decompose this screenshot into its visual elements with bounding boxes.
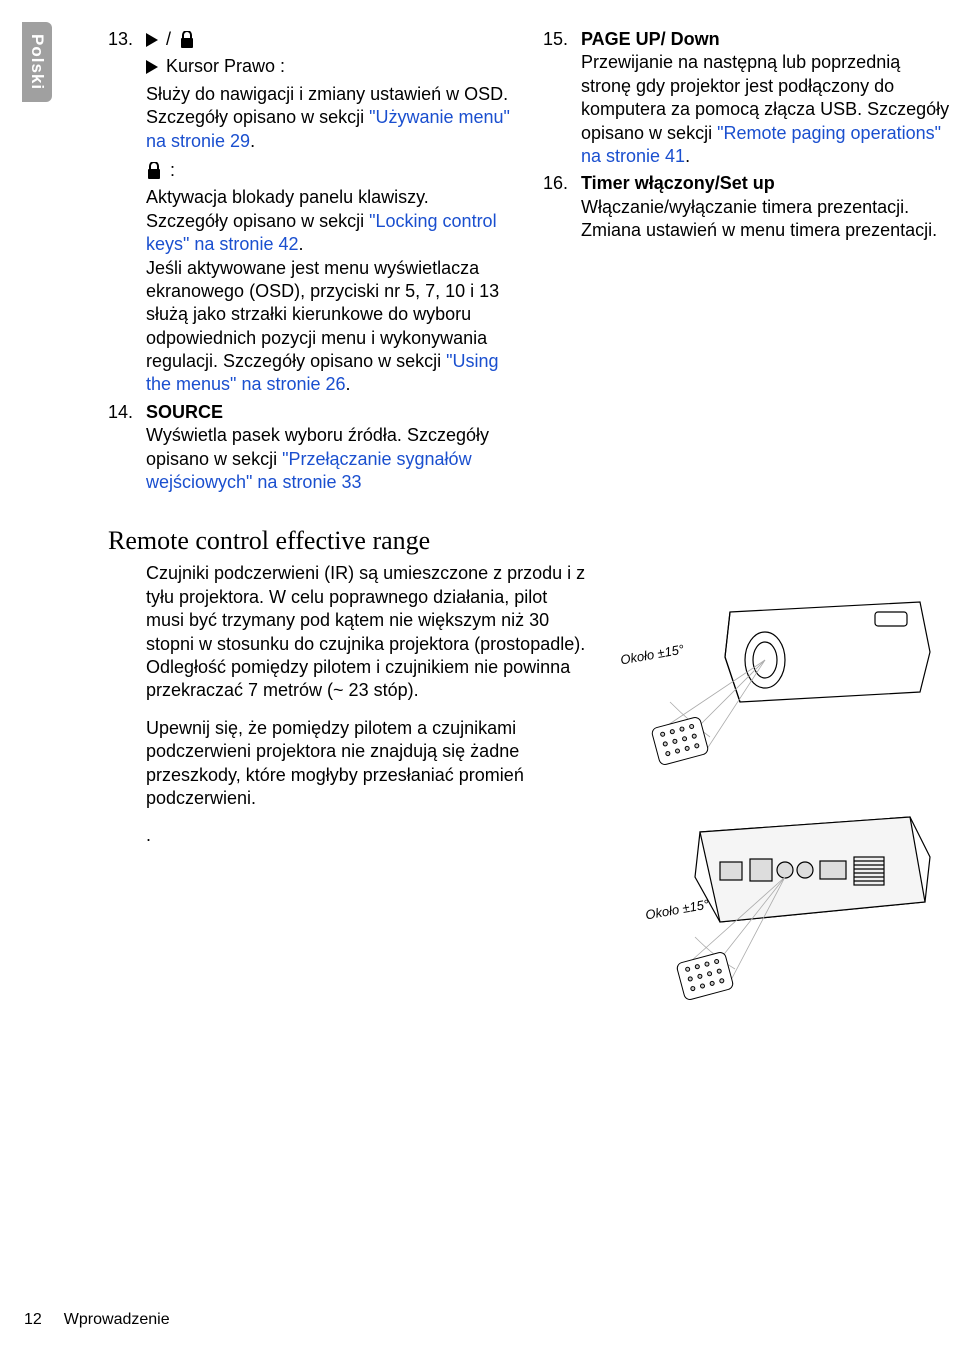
item-body: PAGE UP/ Down Przewijanie na następną lu… <box>581 28 950 168</box>
lock-row: : <box>146 159 515 182</box>
page-content: 13. / Kursor Prawo : Służy do na <box>108 28 950 1042</box>
list-item-15: 15. PAGE UP/ Down Przewijanie na następn… <box>543 28 950 168</box>
item-title: Timer włączony/Set up <box>581 172 950 195</box>
triangle-right-icon <box>146 60 158 74</box>
icon-row-right-lock: / <box>146 28 515 51</box>
item-text: Przewijanie na następną lub poprzednią s… <box>581 51 950 168</box>
section-p1: Czujniki podczerwieni (IR) są umieszczon… <box>146 562 590 702</box>
section-range: Czujniki podczerwieni (IR) są umieszczon… <box>108 562 950 1042</box>
language-tab: Polski <box>22 22 52 102</box>
item-text-1: Włączanie/wyłączanie timera prezentacji. <box>581 196 950 219</box>
item-text: Wyświetla pasek wyboru źródła. Szczegóły… <box>146 424 515 494</box>
lock-text-2: Jeśli aktywowane jest menu wyświetlacza … <box>146 257 515 397</box>
right-column: 15. PAGE UP/ Down Przewijanie na następn… <box>543 28 950 498</box>
item-number: 13. <box>108 28 146 397</box>
item-body: / Kursor Prawo : Służy do nawigacji i zm… <box>146 28 515 397</box>
item-number: 15. <box>543 28 581 168</box>
lock-label: : <box>170 159 175 182</box>
item-text-2: Zmiana ustawień w menu timera prezentacj… <box>581 219 950 242</box>
projector-front-svg <box>610 582 940 772</box>
item-number: 14. <box>108 401 146 495</box>
triangle-right-icon <box>146 33 158 47</box>
item-title: SOURCE <box>146 401 515 424</box>
slash: / <box>166 28 171 51</box>
page-footer: 12 Wprowadzenie <box>24 1311 170 1329</box>
lock-text-1: Aktywacja blokady panelu klawiszy. Szcze… <box>146 186 515 256</box>
section-dot: . <box>146 824 590 847</box>
kursor-label: Kursor Prawo : <box>166 55 285 78</box>
item-title: PAGE UP/ Down <box>581 28 950 51</box>
item-body: SOURCE Wyświetla pasek wyboru źródła. Sz… <box>146 401 515 495</box>
projector-front-diagram: Około ±15° <box>610 582 950 777</box>
lock-icon <box>179 31 195 49</box>
kursor-text: Służy do nawigacji i zmiany ustawień w O… <box>146 83 515 153</box>
item-body: Timer włączony/Set up Włączanie/wyłączan… <box>581 172 950 242</box>
section-heading: Remote control effective range <box>108 526 950 556</box>
projector-rear-diagram: Około ±15° <box>610 807 950 1012</box>
section-p2: Upewnij się, że pomiędzy pilotem a czujn… <box>146 717 590 811</box>
list-item-16: 16. Timer włączony/Set up Włączanie/wyłą… <box>543 172 950 242</box>
page-number: 12 <box>24 1311 42 1329</box>
footer-section: Wprowadzenie <box>64 1311 170 1329</box>
lock-icon <box>146 162 162 180</box>
item-number: 16. <box>543 172 581 242</box>
language-label: Polski <box>27 34 47 90</box>
list-item-13: 13. / Kursor Prawo : Służy do na <box>108 28 515 397</box>
feature-list-columns: 13. / Kursor Prawo : Służy do na <box>108 28 950 498</box>
list-item-14: 14. SOURCE Wyświetla pasek wyboru źródła… <box>108 401 515 495</box>
left-column: 13. / Kursor Prawo : Służy do na <box>108 28 515 498</box>
illustration-area: Około ±15° <box>610 562 950 1042</box>
section-text: Czujniki podczerwieni (IR) są umieszczon… <box>108 562 590 1042</box>
kursor-row: Kursor Prawo : <box>146 55 515 78</box>
